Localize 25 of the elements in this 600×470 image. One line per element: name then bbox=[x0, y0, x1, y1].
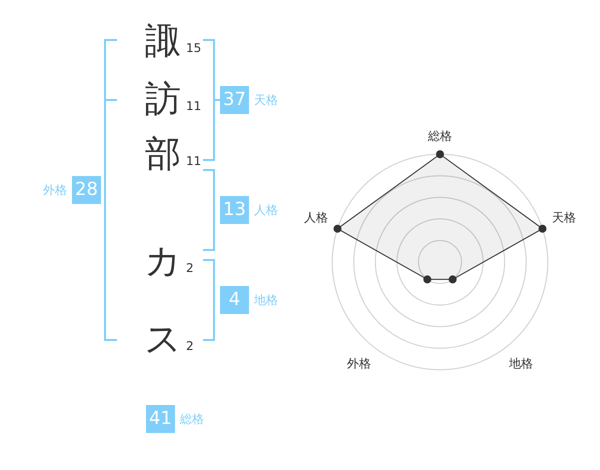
text: 訪 bbox=[145, 79, 181, 120]
spoke-label: 総格 bbox=[427, 129, 452, 144]
text: 11 bbox=[186, 153, 202, 169]
text: カ bbox=[144, 241, 182, 282]
text: 13 bbox=[220, 196, 249, 224]
text: ス bbox=[144, 319, 182, 360]
text: 外格 bbox=[43, 182, 67, 198]
text: 2 bbox=[186, 338, 194, 354]
spoke-label: 天格 bbox=[552, 210, 576, 225]
text: 諏 bbox=[145, 21, 181, 62]
spoke-label: 地格 bbox=[508, 356, 534, 371]
text: 2 bbox=[186, 260, 194, 276]
text: 37 bbox=[220, 86, 249, 114]
text: 人格 bbox=[254, 202, 278, 218]
text: 4 bbox=[220, 286, 249, 314]
text: 部 bbox=[145, 134, 181, 175]
text: 11 bbox=[186, 98, 202, 114]
text: 15 bbox=[186, 40, 202, 56]
text: 天格 bbox=[254, 92, 278, 108]
spoke-label: 人格 bbox=[304, 210, 328, 225]
text: 28 bbox=[72, 176, 101, 204]
text: 41 bbox=[146, 405, 175, 433]
spoke-label: 外格 bbox=[346, 356, 371, 371]
text: 地格 bbox=[254, 292, 278, 308]
text: 総格 bbox=[180, 411, 204, 427]
